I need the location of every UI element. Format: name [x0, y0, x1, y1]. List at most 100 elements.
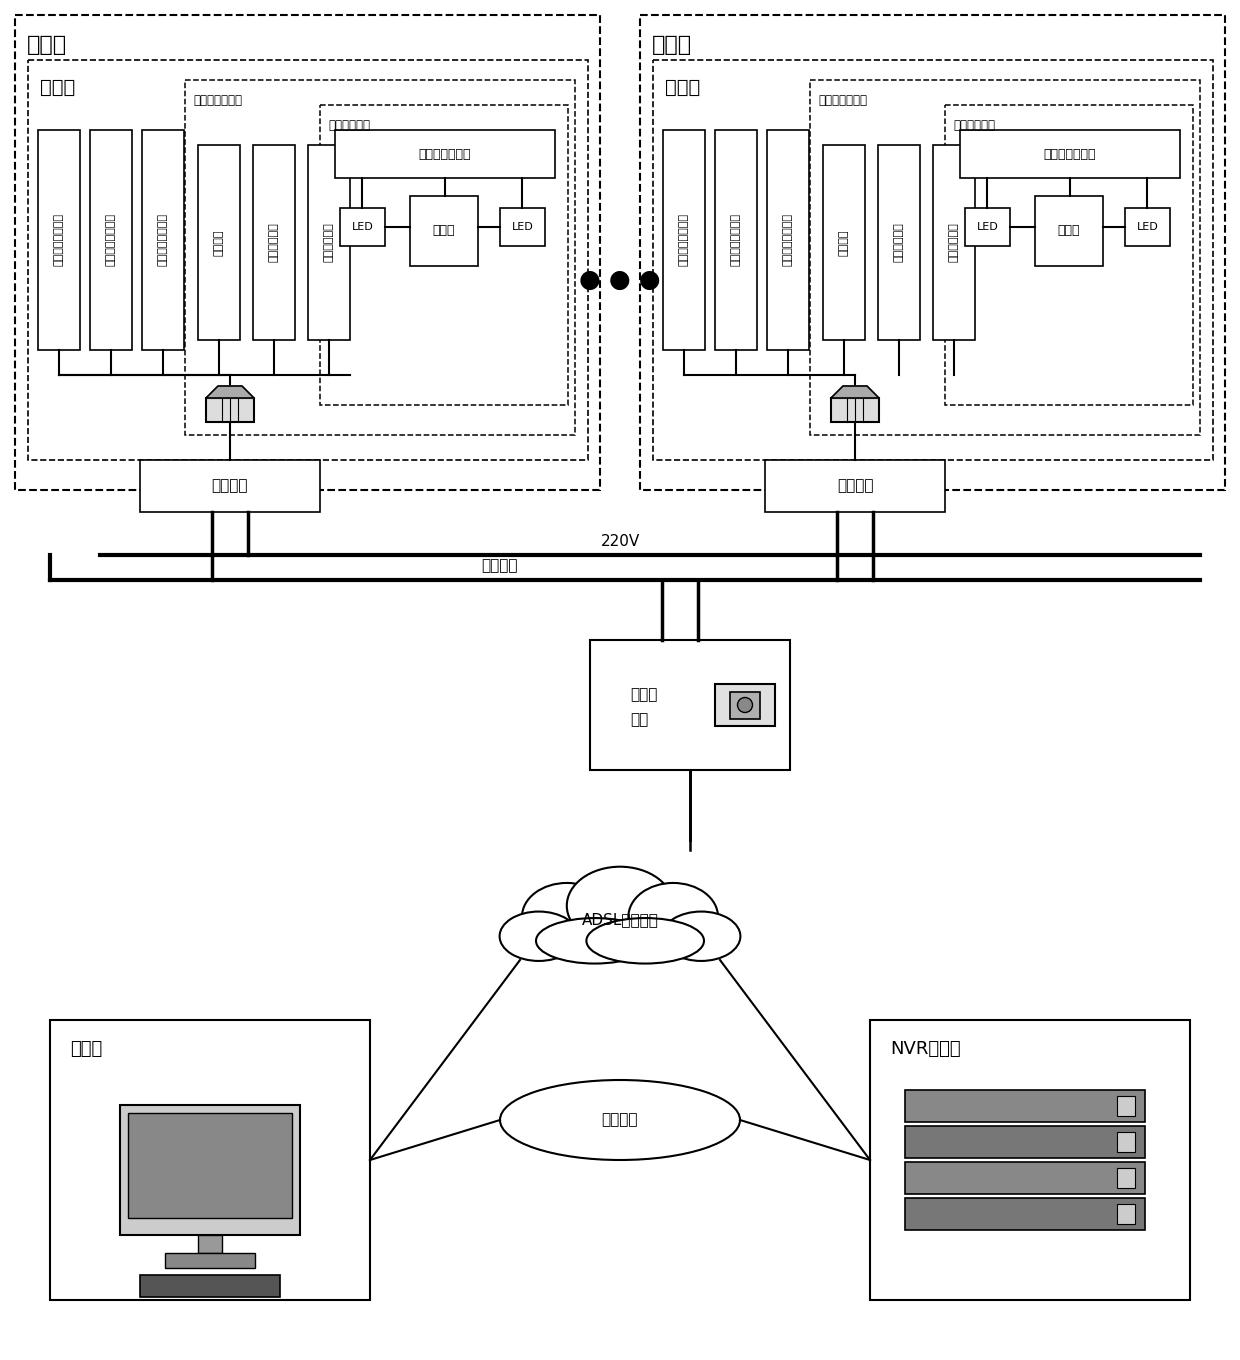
- Bar: [765, 460, 945, 511]
- Ellipse shape: [567, 866, 673, 945]
- Text: 图像采集单元: 图像采集单元: [954, 120, 994, 132]
- Text: 视频存储单元: 视频存储单元: [269, 223, 279, 262]
- Bar: [768, 131, 808, 350]
- Bar: [320, 105, 568, 405]
- Text: ADSL通信线路: ADSL通信线路: [582, 913, 658, 928]
- Text: 网络分机: 网络分机: [837, 479, 873, 494]
- Bar: [198, 146, 241, 340]
- Text: 转辙机温度传感器: 转辙机温度传感器: [157, 214, 167, 267]
- Text: 视频存储单元: 视频存储单元: [894, 223, 904, 262]
- Bar: [653, 60, 1213, 460]
- Bar: [965, 208, 1011, 246]
- Polygon shape: [206, 386, 254, 398]
- Ellipse shape: [629, 883, 718, 951]
- Bar: [932, 146, 975, 340]
- Bar: [50, 1020, 370, 1300]
- Text: 供电单元: 供电单元: [839, 230, 849, 256]
- Text: 换器: 换器: [630, 713, 649, 728]
- Text: 转辙机: 转辙机: [652, 35, 692, 54]
- Ellipse shape: [536, 918, 653, 963]
- Bar: [206, 398, 254, 422]
- Text: ● ● ●: ● ● ●: [579, 268, 661, 292]
- Polygon shape: [831, 386, 879, 398]
- Text: 供电单元: 供电单元: [215, 230, 224, 256]
- Bar: [120, 1104, 300, 1235]
- Text: 专用网络: 专用网络: [601, 1112, 639, 1127]
- Bar: [335, 131, 556, 178]
- Text: 转辙机缺口位置: 转辙机缺口位置: [1044, 147, 1096, 160]
- Bar: [1117, 1168, 1135, 1189]
- Bar: [29, 60, 588, 460]
- Bar: [198, 1235, 222, 1253]
- Text: 转辙机湿度传感器: 转辙机湿度传感器: [732, 214, 742, 267]
- Ellipse shape: [522, 883, 611, 951]
- Bar: [960, 131, 1180, 178]
- Text: 图像处理控制器: 图像处理控制器: [818, 94, 867, 107]
- Ellipse shape: [500, 911, 578, 962]
- Bar: [140, 1276, 280, 1297]
- Text: 网络分机: 网络分机: [212, 479, 248, 494]
- Text: NVR服务器: NVR服务器: [890, 1040, 961, 1058]
- Text: 220V: 220V: [600, 533, 640, 548]
- Ellipse shape: [587, 918, 704, 963]
- Text: 上位机: 上位机: [69, 1040, 102, 1058]
- Bar: [1035, 196, 1104, 267]
- Bar: [1125, 208, 1171, 246]
- Ellipse shape: [662, 911, 740, 962]
- Text: LED: LED: [1137, 222, 1158, 233]
- Bar: [500, 208, 546, 246]
- Bar: [730, 691, 760, 718]
- Bar: [1117, 1096, 1135, 1117]
- Text: 图像处理控制器: 图像处理控制器: [193, 94, 242, 107]
- Bar: [165, 1253, 255, 1268]
- Bar: [715, 684, 775, 726]
- Text: LED: LED: [977, 222, 998, 233]
- Text: 转辙机温度传感器: 转辙机温度传感器: [782, 214, 794, 267]
- Bar: [91, 131, 131, 350]
- Ellipse shape: [500, 1080, 740, 1160]
- Bar: [410, 196, 477, 267]
- Bar: [810, 80, 1200, 435]
- Text: 转辙机缺口位置: 转辙机缺口位置: [419, 147, 471, 160]
- Bar: [308, 146, 350, 340]
- Bar: [905, 1126, 1145, 1157]
- Bar: [878, 146, 920, 340]
- Text: 转辙机: 转辙机: [27, 35, 67, 54]
- Bar: [140, 460, 320, 511]
- Bar: [823, 146, 866, 340]
- Bar: [340, 208, 384, 246]
- Text: 图像采集单元: 图像采集单元: [329, 120, 370, 132]
- Bar: [715, 131, 756, 350]
- Bar: [590, 641, 790, 770]
- Text: 工控机: 工控机: [40, 78, 76, 97]
- Bar: [1117, 1204, 1135, 1224]
- Bar: [905, 1161, 1145, 1194]
- Bar: [185, 80, 575, 435]
- Bar: [905, 1198, 1145, 1229]
- Bar: [15, 15, 600, 490]
- Bar: [870, 1020, 1190, 1300]
- Bar: [128, 1112, 291, 1219]
- Text: 工控机: 工控机: [665, 78, 701, 97]
- Text: 转辙机湿度传感器: 转辙机湿度传感器: [105, 214, 117, 267]
- Text: 图像分析单元: 图像分析单元: [949, 223, 959, 262]
- Circle shape: [738, 698, 753, 713]
- Text: 电力载波: 电力载波: [482, 559, 518, 574]
- Bar: [905, 1089, 1145, 1122]
- Bar: [143, 131, 184, 350]
- Text: 网络转: 网络转: [630, 688, 657, 703]
- Text: 转辙机振动传感器: 转辙机振动传感器: [680, 214, 689, 267]
- Bar: [663, 131, 706, 350]
- Bar: [1117, 1132, 1135, 1152]
- Text: LED: LED: [512, 222, 533, 233]
- Bar: [831, 398, 879, 422]
- Text: 摄像头: 摄像头: [1058, 224, 1080, 238]
- Bar: [640, 15, 1225, 490]
- Text: 转辙机振动传感器: 转辙机振动传感器: [55, 214, 64, 267]
- Bar: [38, 131, 81, 350]
- Text: LED: LED: [352, 222, 373, 233]
- Bar: [945, 105, 1193, 405]
- Text: 图像分析单元: 图像分析单元: [324, 223, 334, 262]
- Bar: [253, 146, 295, 340]
- Text: 摄像头: 摄像头: [433, 224, 455, 238]
